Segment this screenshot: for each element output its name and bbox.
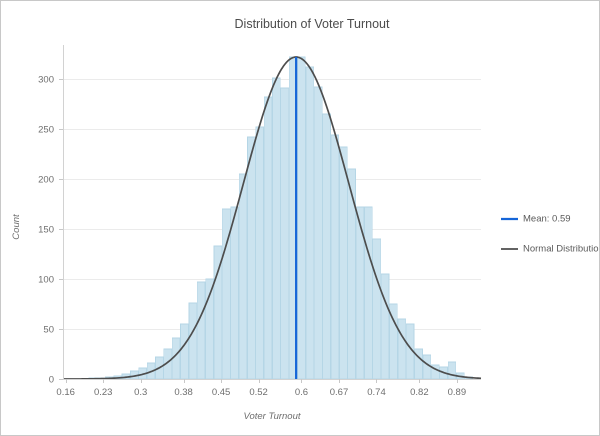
x-tick-label: 0.52 [249,387,268,398]
x-axis-title: Voter Turnout [243,411,300,422]
y-tick-label: 150 [38,224,54,235]
histogram-bar [397,318,407,380]
legend-mean[interactable]: Mean: 0.59 [501,214,571,225]
histogram-bar [380,273,390,380]
histogram-bar [322,113,331,380]
histogram-bar [238,173,248,380]
legend-normal-label: Normal Distribution [523,244,600,255]
histogram-bar [297,56,306,380]
y-axis-tick-labels: 0 50 100 150 200 250 300 [38,74,54,385]
x-tick-label: 0.23 [94,387,113,398]
legend-normal[interactable]: Normal Distribution [501,244,600,255]
histogram-bar [305,66,315,380]
histogram-bar [313,86,323,380]
x-tick-label: 0.67 [330,387,349,398]
histogram-bar [180,323,189,380]
x-tick-label: 0.3 [134,387,147,398]
y-tick-label: 0 [49,374,54,385]
histogram-bar [372,238,381,380]
x-tick-label: 0.74 [367,387,386,398]
y-tick-label: 300 [38,74,54,85]
chart-title: Distribution of Voter Turnout [235,17,390,31]
histogram-bar [188,302,198,380]
y-tick-label: 100 [38,274,54,285]
histogram-bar [339,146,348,380]
x-axis-tick-labels: 0.16 0.23 0.3 0.38 0.45 0.52 0.6 0.67 0.74 0.82 0.… [56,387,466,398]
normal-distribution-curve [63,56,482,380]
histogram-bar [330,134,340,380]
histogram-bar [422,354,432,380]
histogram-bar [247,136,256,380]
chart-legend: Mean: 0.59 Normal Distribution [501,214,600,255]
histogram-bar [263,96,273,380]
y-tick-label: 200 [38,174,54,185]
histogram-bar [347,168,356,380]
x-tick-label: 0.16 [56,387,75,398]
y-tick-label: 250 [38,124,54,135]
x-tick-label: 0.45 [212,387,231,398]
x-tick-label: 0.82 [410,387,429,398]
histogram-bar [280,87,290,380]
y-tick-label: 50 [43,324,54,335]
y-axis-title: Count [11,214,22,240]
histogram-bar [364,206,373,380]
x-tick-label: 0.38 [174,387,193,398]
histogram-bar [230,206,239,380]
x-tick-label: 0.89 [448,387,467,398]
legend-mean-label: Mean: 0.59 [523,214,571,225]
histogram-bar [255,126,264,380]
histogram-bar [196,281,206,380]
histogram-bar [447,361,457,380]
histogram-bar [272,77,281,380]
histogram-bars [88,56,473,380]
axes [59,45,481,383]
x-tick-label: 0.6 [295,387,308,398]
